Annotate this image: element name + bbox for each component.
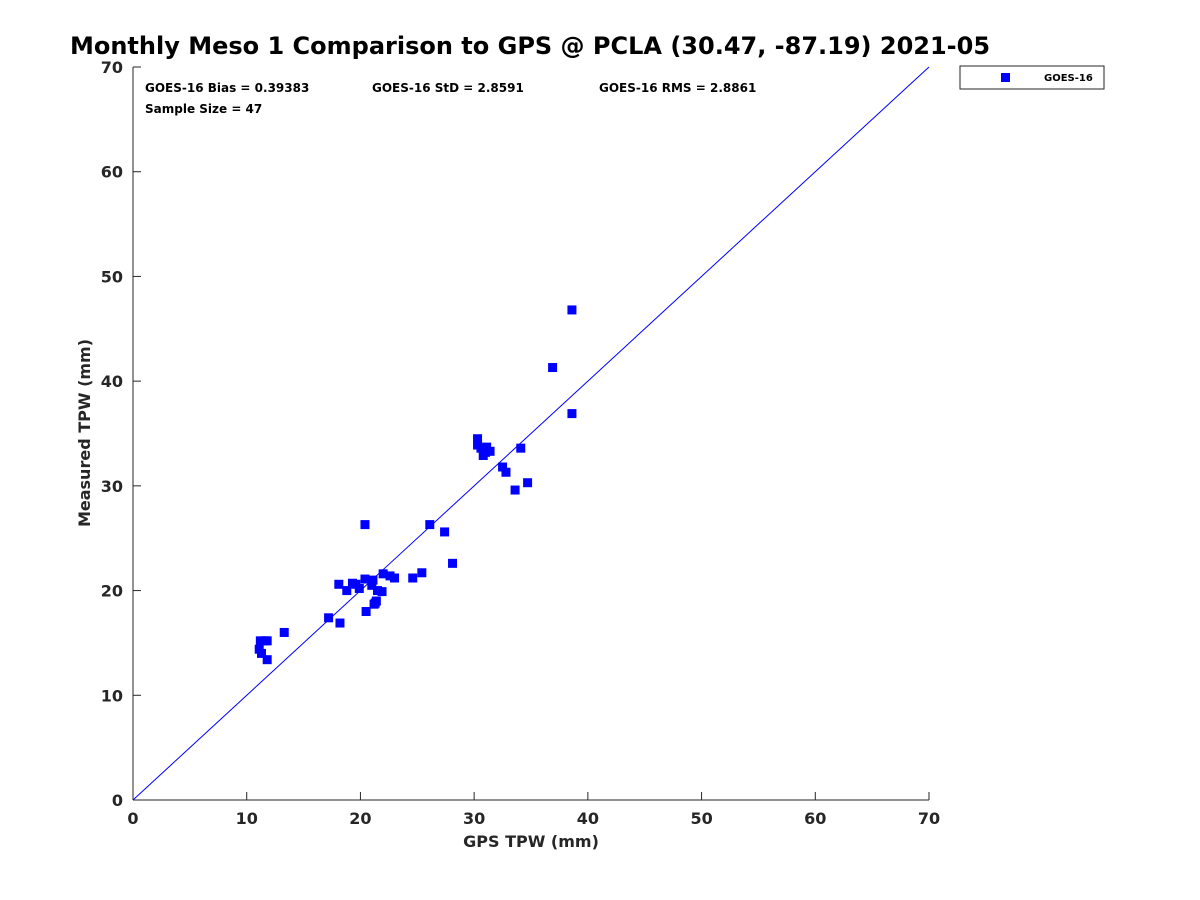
data-point bbox=[481, 447, 491, 457]
x-tick-label: 60 bbox=[804, 809, 826, 828]
data-point bbox=[498, 462, 508, 472]
x-axis-label: GPS TPW (mm) bbox=[463, 832, 599, 851]
y-tick-label: 70 bbox=[101, 58, 123, 77]
axes bbox=[132, 67, 929, 801]
y-ticks: 0 10 20 30 40 50 60 70 bbox=[101, 58, 141, 810]
x-tick-label: 70 bbox=[918, 809, 940, 828]
y-tick-label: 10 bbox=[101, 686, 123, 705]
x-tick-label: 20 bbox=[349, 809, 371, 828]
y-tick-label: 60 bbox=[101, 163, 123, 182]
scatter-points bbox=[254, 305, 577, 665]
data-point bbox=[516, 443, 526, 453]
data-point bbox=[440, 527, 450, 537]
x-tick-label: 40 bbox=[577, 809, 599, 828]
sample-size-annotation: Sample Size = 47 bbox=[145, 102, 262, 116]
data-point bbox=[360, 574, 370, 584]
legend-box bbox=[959, 65, 1105, 90]
data-point bbox=[425, 520, 435, 530]
data-point bbox=[501, 467, 511, 477]
data-point bbox=[485, 446, 495, 456]
data-point bbox=[408, 573, 418, 583]
data-point bbox=[367, 580, 377, 590]
data-point bbox=[324, 613, 334, 623]
legend-entry-goes-16: GOES-16 bbox=[1044, 73, 1093, 84]
data-point bbox=[523, 478, 533, 488]
data-point bbox=[473, 434, 483, 444]
legend-marker-square bbox=[1001, 73, 1010, 82]
stats-annotations: GOES-16 Bias = 0.39383 GOES-16 StD = 2.8… bbox=[145, 81, 756, 116]
x-tick-label: 50 bbox=[690, 809, 712, 828]
data-point bbox=[448, 558, 458, 568]
data-point bbox=[390, 573, 400, 583]
data-point bbox=[385, 571, 395, 581]
data-point bbox=[370, 598, 380, 608]
x-ticks: 0 10 20 30 40 50 60 70 bbox=[127, 792, 940, 828]
data-point bbox=[279, 627, 289, 637]
data-point bbox=[360, 520, 370, 530]
y-tick-label: 0 bbox=[112, 791, 123, 810]
rms-annotation: GOES-16 RMS = 2.8861 bbox=[599, 81, 756, 95]
x-tick-label: 0 bbox=[127, 809, 138, 828]
data-point bbox=[354, 583, 364, 593]
data-point bbox=[256, 648, 266, 658]
data-point bbox=[262, 636, 272, 646]
data-point bbox=[342, 586, 352, 596]
x-tick-label: 30 bbox=[463, 809, 485, 828]
reference-line-group bbox=[132, 66, 930, 801]
data-point bbox=[510, 485, 520, 495]
data-point bbox=[378, 569, 388, 579]
bias-annotation: GOES-16 Bias = 0.39383 bbox=[145, 81, 309, 95]
data-point bbox=[361, 607, 371, 617]
data-point bbox=[476, 443, 486, 453]
data-point bbox=[372, 586, 382, 596]
one-to-one-line bbox=[132, 66, 930, 801]
data-point bbox=[567, 305, 577, 315]
data-point bbox=[567, 409, 577, 419]
x-tick-label: 10 bbox=[236, 809, 258, 828]
std-annotation: GOES-16 StD = 2.8591 bbox=[372, 81, 524, 95]
data-point bbox=[548, 363, 558, 373]
chart-title: Monthly Meso 1 Comparison to GPS @ PCLA … bbox=[70, 32, 990, 60]
data-point bbox=[335, 618, 345, 628]
y-tick-label: 30 bbox=[101, 477, 123, 496]
data-point bbox=[255, 636, 265, 646]
y-tick-label: 50 bbox=[101, 267, 123, 286]
data-point bbox=[262, 655, 272, 665]
legend: GOES-16 bbox=[959, 65, 1105, 90]
y-tick-label: 20 bbox=[101, 582, 123, 601]
data-point bbox=[334, 579, 344, 589]
data-point bbox=[417, 568, 427, 578]
data-point bbox=[377, 587, 387, 597]
data-point bbox=[368, 575, 378, 585]
y-tick-label: 40 bbox=[101, 372, 123, 391]
y-axis-label: Measured TPW (mm) bbox=[75, 339, 94, 527]
